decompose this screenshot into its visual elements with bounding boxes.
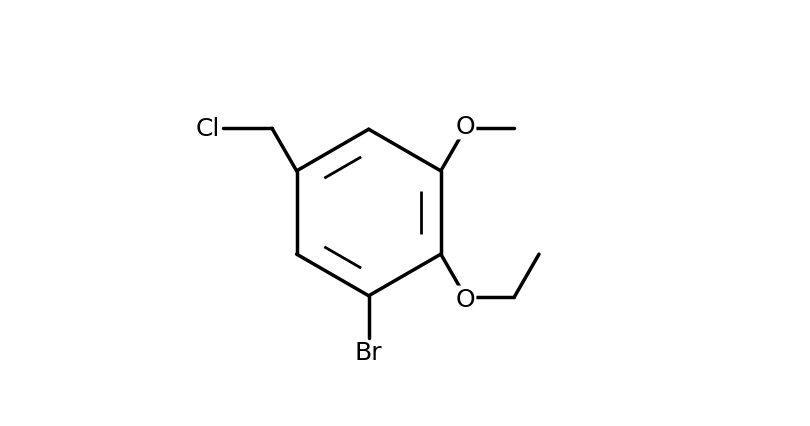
Text: Cl: Cl xyxy=(195,117,220,141)
Text: O: O xyxy=(455,115,475,139)
Text: O: O xyxy=(455,287,475,311)
Text: Br: Br xyxy=(355,340,382,364)
